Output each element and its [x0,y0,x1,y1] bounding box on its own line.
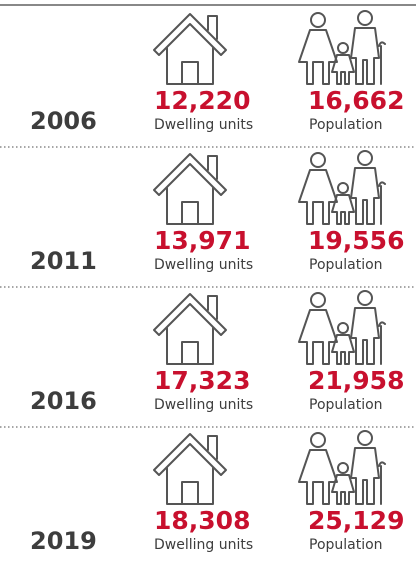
population-label: Population [309,397,383,413]
house-icon [153,13,227,85]
population-count: 16,662 [308,86,404,115]
population-label: Population [309,117,383,133]
year: 2019 [30,527,97,555]
house-icon [153,153,227,225]
dwelling-label: Dwelling units [154,117,253,133]
population-label: Population [309,257,383,273]
dwelling-label: Dwelling units [154,397,253,413]
dwelling-count: 12,220 [154,86,250,115]
dwelling-count: 17,323 [154,366,250,395]
year: 2011 [30,247,97,275]
dwelling-count: 13,971 [154,226,250,255]
house-icon [153,293,227,365]
dwelling-label: Dwelling units [154,257,253,273]
family-icon [298,290,386,365]
family-icon [298,150,386,225]
population-count: 25,129 [308,506,404,535]
dwelling-label: Dwelling units [154,537,253,553]
family-icon [298,10,386,85]
population-label: Population [309,537,383,553]
year: 2006 [30,107,97,135]
population-count: 19,556 [308,226,404,255]
year: 2016 [30,387,97,415]
dwelling-count: 18,308 [154,506,250,535]
house-icon [153,433,227,505]
family-icon [298,430,386,505]
population-count: 21,958 [308,366,404,395]
